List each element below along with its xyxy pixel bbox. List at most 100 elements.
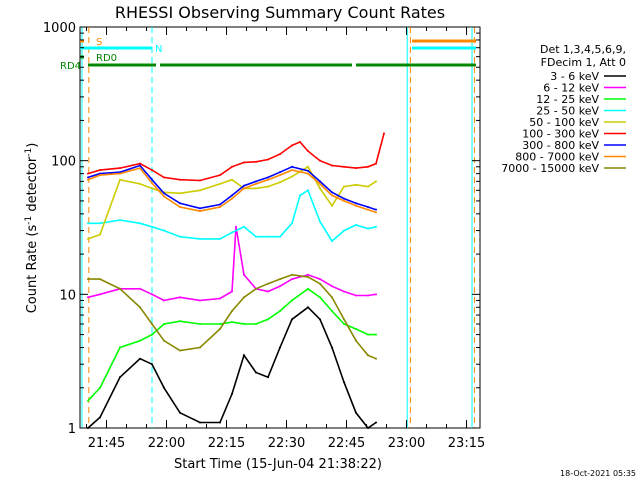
plot-area <box>79 26 481 429</box>
series-point <box>231 290 233 293</box>
series-point <box>355 411 357 414</box>
series-point <box>163 195 165 198</box>
x-tick-label: 23:00 <box>388 436 425 451</box>
series-point <box>291 299 293 302</box>
series-point <box>87 278 89 281</box>
series-point <box>151 363 153 366</box>
series-point <box>219 174 221 177</box>
series-point <box>99 169 101 172</box>
series-point <box>291 278 293 281</box>
series-point <box>343 165 345 168</box>
series-point <box>219 322 221 325</box>
y-tick-label: 1 <box>68 422 76 437</box>
y-axis-label-main: Count Rate (s <box>25 225 40 314</box>
flag-label: RD4 <box>60 61 81 72</box>
series-point <box>307 275 309 278</box>
chart-title: RHESSI Observing Summary Count Rates <box>115 3 445 22</box>
series-point <box>291 165 293 168</box>
series-point <box>331 346 333 349</box>
series-point <box>99 386 101 389</box>
series-point <box>119 376 121 379</box>
x-tick-label: 22:30 <box>268 436 305 451</box>
series-point <box>355 183 357 186</box>
series-point <box>343 290 345 293</box>
series-point <box>87 399 89 402</box>
series-point <box>151 178 153 181</box>
legend-entry-label: 3 - 6 keV <box>550 70 599 83</box>
series-point <box>355 339 357 342</box>
series-point <box>319 187 321 190</box>
series-point <box>243 161 245 164</box>
series-point <box>343 322 345 325</box>
series-point <box>319 182 321 185</box>
series-point <box>151 187 153 190</box>
series-point <box>179 349 181 352</box>
series-point <box>139 222 141 225</box>
series-point <box>331 194 333 197</box>
series-point <box>139 182 141 185</box>
series-point <box>119 218 121 221</box>
series-point <box>151 293 153 296</box>
series-point <box>367 206 369 209</box>
legend-entry-label: 800 - 7000 keV <box>515 151 599 164</box>
series-point <box>243 354 245 357</box>
series-point <box>199 189 201 192</box>
series-point <box>87 222 89 225</box>
series-point <box>199 207 201 210</box>
legend-entry-label: 300 - 800 keV <box>522 139 599 152</box>
legend-header-line-1: Det 1,3,4,5,6,9, <box>540 43 626 56</box>
series-point <box>243 225 245 228</box>
series-point <box>219 182 221 185</box>
series-point <box>99 233 101 236</box>
series-line <box>88 273 377 360</box>
series-point <box>331 204 333 207</box>
series-point <box>255 160 257 163</box>
series-line <box>87 167 377 214</box>
series-point <box>255 182 257 185</box>
legend-entry-label: 25 - 50 keV <box>536 105 599 118</box>
y-axis-label-sup2: -1 <box>24 148 34 157</box>
series-point <box>99 174 101 177</box>
series-point <box>179 192 181 195</box>
series-point <box>375 208 377 211</box>
series-point <box>255 322 257 325</box>
series-point <box>331 296 333 299</box>
series-point <box>299 194 301 197</box>
series-point <box>343 229 345 232</box>
series-point <box>375 225 377 228</box>
x-tick-label: 22:15 <box>208 436 245 451</box>
series-point <box>255 371 257 374</box>
series-point <box>291 144 293 147</box>
series-point <box>355 224 357 227</box>
legend-entry-label: 50 - 100 keV <box>529 116 599 129</box>
series-point <box>267 235 269 238</box>
series-point <box>291 318 293 321</box>
flag-label: S <box>96 37 102 48</box>
timestamp: 18-Oct-2021 05:35 <box>560 469 636 478</box>
series-point <box>331 285 333 288</box>
series-point <box>139 306 141 309</box>
series-point <box>279 310 281 313</box>
y-axis-label-sup1: -1 <box>24 216 34 225</box>
series-point <box>319 282 321 285</box>
series-point <box>307 306 309 309</box>
series-point <box>343 197 345 200</box>
series-point <box>87 172 89 175</box>
series-line <box>87 164 377 211</box>
series-point <box>267 158 269 161</box>
series-point <box>355 167 357 170</box>
series-point <box>267 376 269 379</box>
series-point <box>267 176 269 179</box>
series-point <box>199 237 201 240</box>
series-point <box>279 174 281 177</box>
flag-label: N <box>155 44 162 55</box>
series-point <box>139 164 141 167</box>
series-point <box>319 318 321 321</box>
series-point <box>307 169 309 172</box>
x-tick-label: 21:45 <box>88 436 125 451</box>
series-point <box>235 225 237 228</box>
series-point <box>355 294 357 297</box>
legend-entry-label: 7000 - 15000 keV <box>501 162 599 175</box>
series-point <box>199 299 201 302</box>
series-point <box>199 346 201 349</box>
